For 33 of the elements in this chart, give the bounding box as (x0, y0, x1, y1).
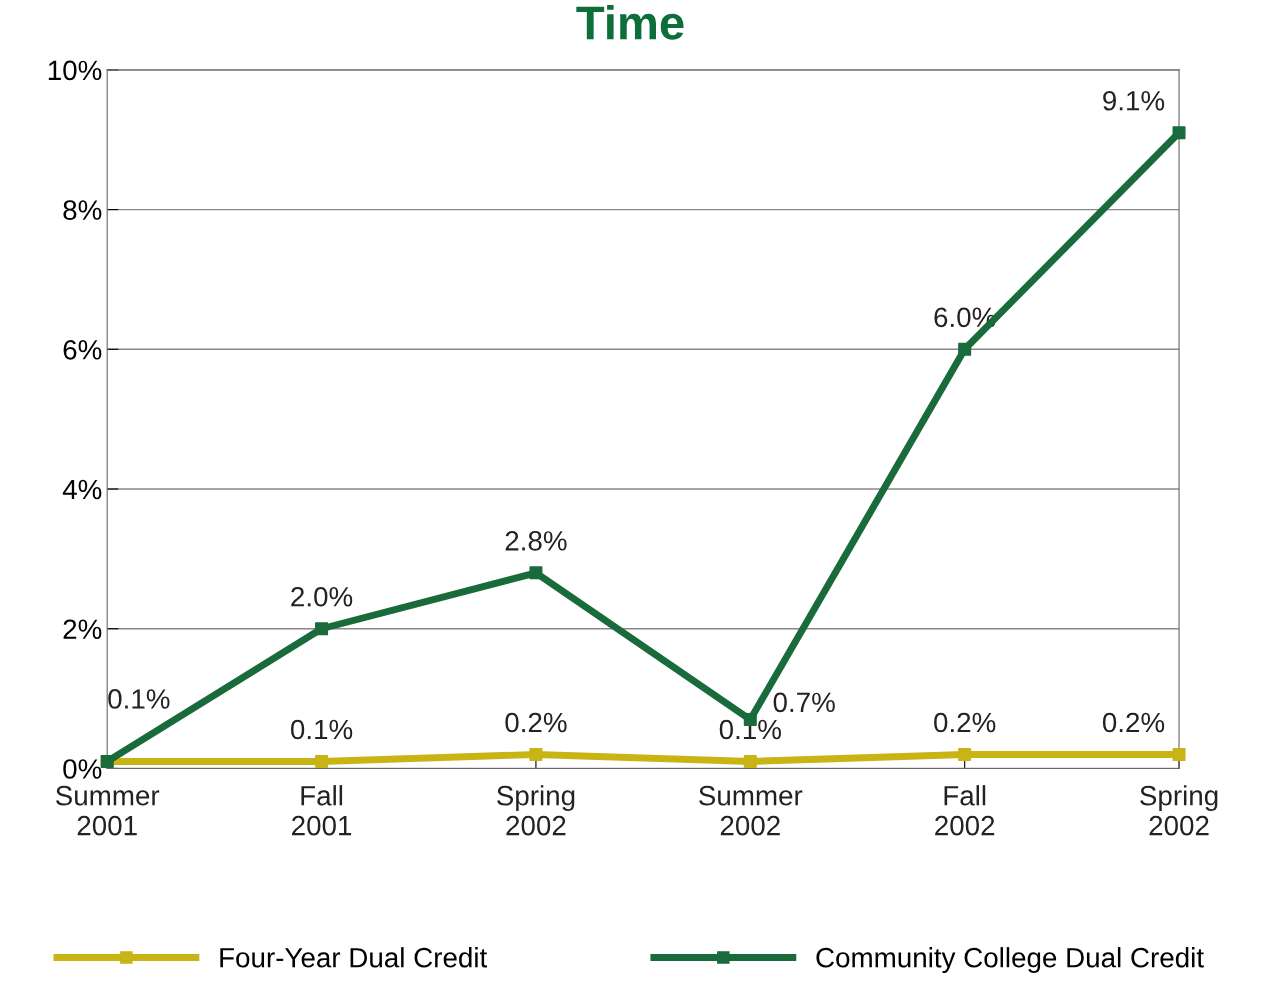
x-tick-label: Spring 2002 (497, 785, 575, 836)
point (315, 622, 329, 636)
y-tick-label: 10% (48, 60, 102, 81)
data-label: 2.8% (505, 531, 567, 551)
x-tick-label: Fall 2001 (292, 785, 352, 836)
point (958, 342, 972, 356)
y-tick-label: 8% (63, 200, 102, 220)
data-label: 0.1% (290, 719, 353, 740)
data-label: 0.2% (1102, 712, 1165, 733)
data-label: 0.7% (773, 692, 835, 713)
legend-label: Four-Year Dual Credit (220, 947, 488, 968)
y-tick-label: 2% (63, 619, 102, 639)
point (529, 566, 543, 580)
point (743, 754, 757, 768)
chart-title: Time (576, 4, 684, 40)
point (1172, 747, 1186, 761)
data-label: 0.1% (108, 689, 170, 709)
point (529, 747, 543, 761)
x-tick-label: Spring 2002 (1140, 785, 1218, 836)
x-tick-label: Summer 2002 (699, 785, 803, 836)
data-label: 0.2% (505, 712, 567, 733)
data-label: 0.2% (934, 712, 996, 733)
y-tick-label: 6% (63, 339, 102, 360)
data-label: 9.1% (1103, 90, 1165, 111)
x-tick-label: Fall 2002 (935, 785, 995, 836)
legend-label: Community College Dual Credit (816, 947, 1204, 973)
x-tick-label: Summer 2001 (55, 785, 160, 836)
y-tick-label: 0% (63, 759, 102, 779)
point (1172, 126, 1186, 140)
point (958, 747, 972, 761)
y-tick-label: 4% (62, 479, 102, 500)
data-label: 2.0% (291, 586, 353, 607)
point (315, 754, 329, 768)
